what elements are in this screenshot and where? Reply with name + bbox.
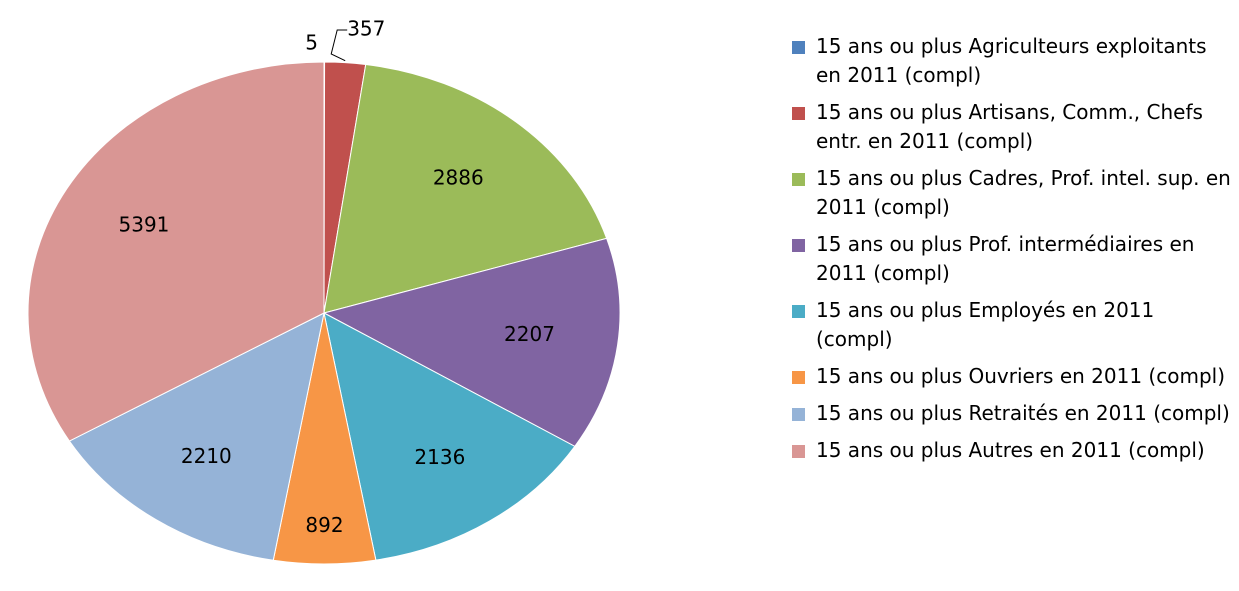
data-label: 357: [347, 17, 385, 41]
legend-item: 15 ans ou plus Ouvriers en 2011 (compl): [792, 362, 1232, 391]
legend-swatch: [792, 371, 805, 384]
legend-swatch: [792, 41, 805, 54]
legend-item: 15 ans ou plus Agriculteurs exploitants …: [792, 32, 1232, 90]
legend-label: 15 ans ou plus Artisans, Comm., Chefs en…: [816, 100, 1203, 153]
legend-swatch: [792, 107, 805, 120]
legend-item: 15 ans ou plus Retraités en 2011 (compl): [792, 399, 1232, 428]
legend-label: 15 ans ou plus Agriculteurs exploitants …: [816, 34, 1207, 87]
data-label: 2136: [414, 445, 465, 469]
pie-slice: [323, 63, 608, 314]
legend-swatch: [792, 239, 805, 252]
legend-item: 15 ans ou plus Artisans, Comm., Chefs en…: [792, 98, 1232, 156]
data-label: 2886: [433, 166, 484, 190]
legend-item: 15 ans ou plus Autres en 2011 (compl): [792, 436, 1232, 465]
legend-swatch: [792, 173, 805, 186]
leader-line: [330, 29, 348, 62]
legend-label: 15 ans ou plus Prof. intermédiaires en 2…: [816, 232, 1195, 285]
pie-slice: [68, 312, 325, 561]
legend-label: 15 ans ou plus Cadres, Prof. intel. sup.…: [816, 166, 1231, 219]
legend-item: 15 ans ou plus Employés en 2011 (compl): [792, 296, 1232, 354]
data-label: 892: [305, 513, 343, 537]
legend-swatch: [792, 408, 805, 421]
pie-slice: [27, 61, 325, 442]
legend-item: 15 ans ou plus Prof. intermédiaires en 2…: [792, 230, 1232, 288]
legend: 15 ans ou plus Agriculteurs exploitants …: [792, 32, 1232, 473]
pie-slice: [322, 237, 621, 448]
data-label: 5391: [119, 213, 170, 237]
legend-swatch: [792, 445, 805, 458]
legend-swatch: [792, 305, 805, 318]
data-label: 2207: [504, 322, 555, 346]
legend-label: 15 ans ou plus Retraités en 2011 (compl): [816, 401, 1230, 425]
legend-label: 15 ans ou plus Autres en 2011 (compl): [816, 438, 1205, 462]
data-label: 5: [305, 31, 318, 55]
legend-item: 15 ans ou plus Cadres, Prof. intel. sup.…: [792, 164, 1232, 222]
legend-label: 15 ans ou plus Ouvriers en 2011 (compl): [816, 364, 1225, 388]
pie-area: 5 357 2886 2207 2136 892 2210 5391: [27, 17, 621, 565]
legend-label: 15 ans ou plus Employés en 2011 (compl): [816, 298, 1155, 351]
data-label: 2210: [181, 444, 232, 468]
pie-slice: [323, 312, 576, 561]
